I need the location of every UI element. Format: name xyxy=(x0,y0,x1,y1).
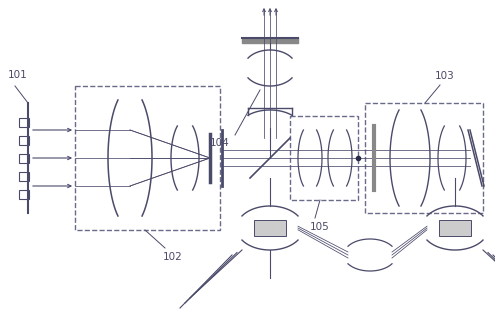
Bar xyxy=(19,190,29,199)
Text: 103: 103 xyxy=(435,71,455,81)
Text: 104: 104 xyxy=(210,138,230,148)
Bar xyxy=(75,86,220,230)
Text: 101: 101 xyxy=(8,70,28,80)
Text: 102: 102 xyxy=(163,252,183,262)
Bar xyxy=(19,172,29,181)
Bar xyxy=(439,220,471,236)
Bar xyxy=(19,136,29,145)
Text: 105: 105 xyxy=(310,222,330,232)
Bar xyxy=(290,116,358,200)
Bar xyxy=(254,220,286,236)
Bar xyxy=(19,154,29,163)
Bar xyxy=(19,118,29,127)
Bar xyxy=(365,103,483,213)
